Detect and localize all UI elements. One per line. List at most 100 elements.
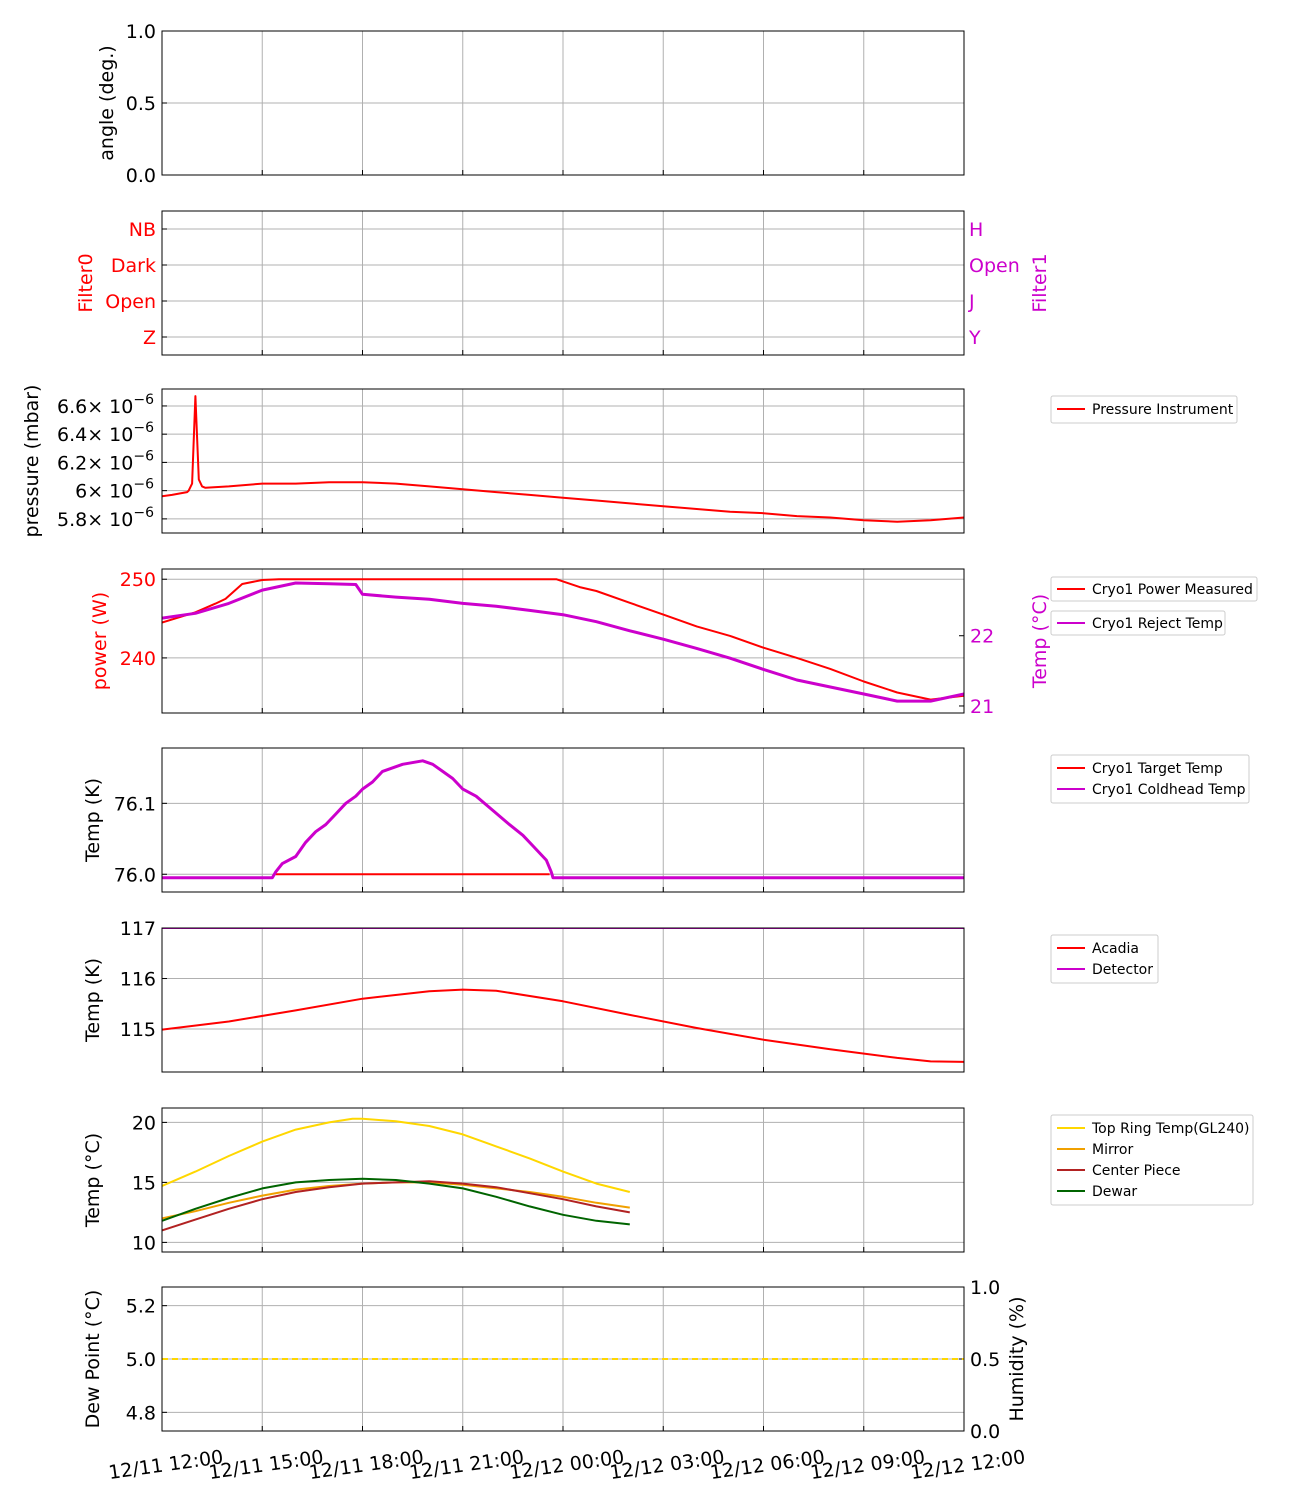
legend-label: Top Ring Temp(GL240)	[1091, 1121, 1250, 1137]
plot-frame	[161, 388, 965, 534]
y-tick-label: NB	[129, 219, 156, 241]
plot-frame	[161, 927, 965, 1073]
series-line-cryo1-reject-temp	[162, 581, 964, 703]
legend-box	[1050, 754, 1250, 804]
legend-label: Cryo1 Power Measured	[1092, 582, 1253, 598]
y-tick-mantissa: 5.8	[57, 509, 87, 531]
y-tick-mantissa: 6.4	[57, 424, 87, 446]
series-line-dewar	[162, 1177, 630, 1226]
y-tick-label: 117	[120, 918, 156, 940]
y-axis-label: Dew Point (°C)	[82, 1290, 104, 1429]
y-axis-label: Temp (°C)	[82, 1133, 104, 1228]
y-tick-mult: × 10	[87, 452, 133, 474]
series-line-acadia	[162, 988, 964, 1063]
plot-frame	[161, 747, 965, 893]
y-axis-label: Temp (K)	[82, 778, 104, 863]
y-tick-mult: × 10	[87, 509, 133, 531]
y-axis-label: angle (deg.)	[96, 45, 118, 160]
legend-label: Center Piece	[1092, 1163, 1181, 1179]
legend-label: Dewar	[1092, 1184, 1137, 1200]
series-line-cryo1-coldhead-temp	[162, 759, 964, 880]
y-axis-label: Filter0	[75, 253, 97, 312]
y-tick-exp: −6	[133, 477, 154, 493]
y-tick-label: 5.2	[126, 1296, 156, 1318]
legend-box	[1050, 610, 1226, 636]
y-tick-label: 5.8× 10−6	[57, 505, 154, 531]
panel-telescope_temp: 10 15 20 Temp (°C) Top Ring Temp(GL240) Mirro…	[82, 1107, 1254, 1254]
y-tick-label: 116	[120, 969, 156, 991]
y-axis-label: pressure (mbar)	[21, 385, 43, 538]
series-line-center-piece	[162, 1180, 630, 1232]
y-tick-label-right: J	[968, 291, 975, 313]
y-axis-label-right: Filter1	[1029, 253, 1051, 312]
panel-cryo_power: 240 250 21 22 power (W) Temp (°C) Cryo1 Power …	[89, 568, 1258, 718]
y-tick-label: 0.5	[126, 93, 156, 115]
panel-cryo_temp: 76.0 76.1 Temp (K) Cryo1 Target Temp Cryo1 C…	[82, 747, 1250, 893]
y-tick-label: 20	[132, 1112, 156, 1134]
y-tick-label: Dark	[111, 255, 156, 277]
y-tick-label: 6.2× 10−6	[57, 448, 154, 474]
y-tick-label: 6× 10−6	[75, 477, 154, 503]
y-tick-label: 5.0	[126, 1349, 156, 1371]
y-tick-label: 250	[120, 569, 156, 591]
plot-frame	[161, 210, 965, 356]
y-tick-label-right: 0.5	[970, 1349, 1000, 1371]
y-tick-label-right: H	[969, 219, 983, 241]
legend-box	[1050, 395, 1238, 424]
plot-frame	[161, 1286, 965, 1432]
y-tick-label: 10	[132, 1232, 156, 1254]
y-tick-mult: × 10	[87, 396, 133, 418]
y-tick-label: 15	[132, 1172, 156, 1194]
series-line-top-ring-temp-gl240-	[162, 1117, 631, 1193]
y-tick-mantissa: 6.6	[57, 396, 87, 418]
y-tick-exp: −6	[133, 505, 154, 521]
plot-frame	[161, 568, 965, 714]
legend-label: Cryo1 Coldhead Temp	[1092, 782, 1246, 798]
panel-angle: 0.0 0.5 1.0 angle (deg.)	[96, 21, 965, 187]
y-tick-label: 115	[120, 1019, 156, 1041]
y-tick-label: Open	[105, 291, 156, 313]
y-tick-label: 6.6× 10−6	[57, 392, 154, 418]
y-tick-label: 1.0	[126, 21, 156, 43]
series-line-pressure-instrument	[162, 395, 964, 523]
y-tick-label: 0.0	[126, 165, 156, 187]
y-tick-label: 76.1	[114, 793, 156, 815]
y-tick-label-right: 21	[970, 696, 994, 718]
series-line-cryo1-power-measured	[162, 578, 964, 701]
legend-box	[1050, 1114, 1254, 1206]
y-tick-label-right: 22	[970, 626, 994, 648]
legend-label: Cryo1 Target Temp	[1092, 761, 1223, 777]
legend-label: Detector	[1092, 962, 1153, 978]
y-axis-label-right: Humidity (%)	[1006, 1296, 1028, 1421]
y-tick-label-right: 1.0	[970, 1277, 1000, 1299]
plot-frame	[161, 1107, 965, 1253]
y-axis-label: power (W)	[89, 592, 111, 690]
plot-frame	[161, 30, 965, 176]
legend-label: Mirror	[1092, 1142, 1133, 1158]
y-tick-mantissa: 6.2	[57, 452, 87, 474]
panel-dewpoint: 4.8 5.0 5.2 0.0 0.5 1.0 Dew Point (°C) Humidity…	[82, 1277, 1028, 1443]
legend-label: Pressure Instrument	[1092, 402, 1234, 418]
y-tick-label: Z	[143, 327, 156, 349]
x-tick-label: 12/12 12:00	[909, 1446, 1026, 1484]
y-tick-mult: × 10	[87, 424, 133, 446]
y-tick-exp: −6	[133, 392, 154, 408]
y-tick-label-right: Open	[969, 255, 1020, 277]
y-tick-label-right: Y	[968, 327, 981, 349]
legend-box	[1050, 576, 1258, 602]
legend-label: Acadia	[1092, 941, 1139, 957]
panel-pressure: 5.8× 10−66× 10−66.2× 10−66.4× 10−66.6× 1…	[21, 385, 1238, 538]
y-tick-label-right: 0.0	[970, 1421, 1000, 1443]
panel-detector_temp: 115 116 117 Temp (K) Acadia Detector	[82, 918, 1159, 1073]
y-tick-mult: × 10	[87, 481, 133, 503]
panel-filters: Z Open Dark NB YJ Open H Filter0 Filter1	[75, 210, 1051, 356]
y-tick-label: 4.8	[126, 1402, 156, 1424]
legend-label: Cryo1 Reject Temp	[1092, 616, 1223, 632]
y-tick-label: 76.0	[114, 864, 156, 886]
y-axis-label-right: Temp (°C)	[1029, 594, 1051, 689]
y-axis-label: Temp (K)	[82, 958, 104, 1043]
y-tick-label: 240	[120, 648, 156, 670]
y-tick-label: 6.4× 10−6	[57, 420, 154, 446]
